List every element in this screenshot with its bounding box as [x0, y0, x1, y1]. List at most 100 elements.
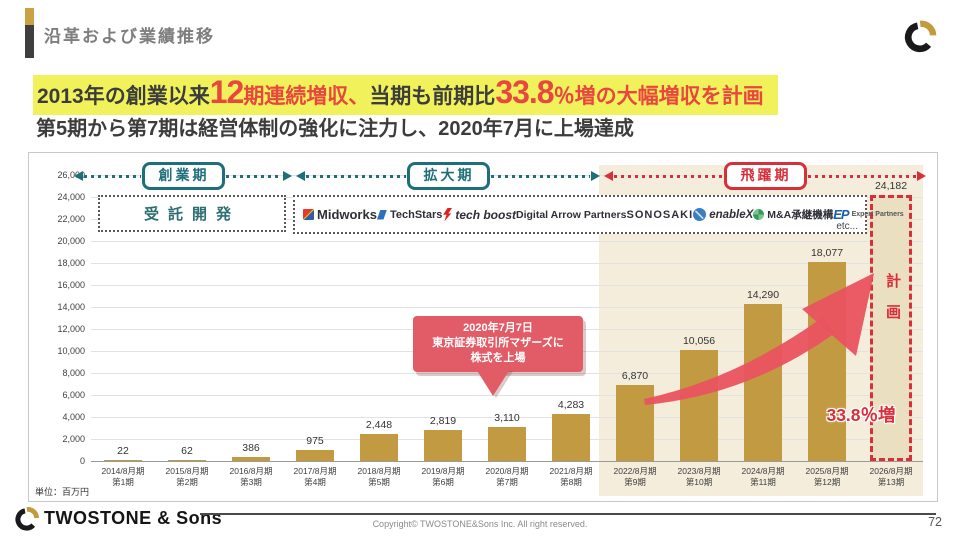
x-axis-term: 第10期	[685, 477, 713, 487]
dotted-line	[614, 174, 723, 178]
service-logo-name: tech boost	[455, 207, 517, 222]
footer-brand-mark-icon	[15, 507, 39, 531]
techstars-icon	[376, 209, 387, 220]
dotted-line	[84, 174, 141, 178]
chart-panel: 創業期 拡大期 飛躍期 受託開発 Midworks TechStars tech b…	[28, 152, 938, 502]
headline-seg6: ％増の大幅増収を計画	[553, 85, 764, 108]
x-axis-term: 第8期	[560, 477, 582, 487]
x-axis-year: 2020/8月期	[485, 466, 529, 476]
bar-2023/8月期	[680, 350, 718, 461]
bar-value-label: 6,870	[621, 370, 649, 383]
period-leap: 飛躍期	[604, 161, 926, 191]
bar-2020/8月期	[488, 426, 526, 461]
gridline	[91, 307, 923, 308]
headline-streak-number: 12	[209, 74, 245, 110]
plan-bar	[870, 194, 912, 461]
service-logo-name: enableX	[709, 208, 754, 221]
service-logo-8: EP Expert Partners	[833, 207, 903, 222]
midworks-icon	[303, 209, 314, 220]
x-axis-label: 2021/8月期 第8期	[538, 466, 604, 488]
y-axis-tick: 4,000	[62, 412, 85, 422]
x-axis-term: 第3期	[240, 477, 262, 487]
x-axis-year: 2018/8月期	[357, 466, 401, 476]
x-axis-year: 2022/8月期	[613, 466, 657, 476]
growth-rate-label: 33.8％増	[826, 405, 896, 425]
x-axis-label: 2022/8月期 第9期	[602, 466, 668, 488]
bar-value-label: 62	[181, 445, 193, 457]
contract-dev-box: 受託開発	[98, 195, 286, 232]
bar-2021/8月期	[552, 413, 590, 461]
arrow-right-icon	[591, 171, 600, 181]
headline-seg1: 2013年の創業以来	[37, 85, 210, 108]
dotted-line	[490, 174, 590, 178]
x-axis-label: 2018/8月期 第5期	[346, 466, 412, 488]
x-axis-term: 第4期	[304, 477, 326, 487]
y-axis-tick: 14,000	[57, 302, 85, 312]
service-logo-6: enableX	[693, 208, 753, 221]
period-expansion-label: 拡大期	[406, 162, 490, 190]
enablex-globe-icon	[693, 208, 707, 221]
x-axis-label: 2024/8月期 第11期	[730, 466, 796, 488]
headline-growth-number: 33.8	[495, 74, 554, 110]
x-axis-term: 第7期	[496, 477, 518, 487]
etc-label: etc...	[836, 221, 858, 232]
plan-label: 計画	[884, 273, 901, 335]
period-leap-label: 飛躍期	[723, 162, 807, 190]
arrow-left-icon	[296, 171, 305, 181]
x-axis-year: 2026/8月期	[869, 466, 913, 476]
y-axis-tick: 12,000	[57, 324, 85, 334]
bar-value-label: 386	[242, 441, 260, 454]
arrow-right-icon	[283, 171, 292, 181]
x-axis-year: 2021/8月期	[549, 466, 593, 476]
y-axis-tick: 22,000	[57, 214, 85, 224]
y-axis-tick: 20,000	[57, 236, 85, 246]
service-logo-name: Expert Partners	[851, 211, 904, 218]
x-axis-term: 第11期	[750, 477, 776, 487]
service-logo-1: Midworks	[303, 207, 377, 222]
x-axis-year: 2016/8月期	[229, 466, 273, 476]
service-logo-name: TechStars	[389, 208, 443, 221]
period-founding: 創業期	[74, 161, 292, 191]
bar-2018/8月期	[360, 434, 398, 461]
x-axis-year: 2014/8月期	[101, 466, 145, 476]
y-axis-tick: 18,000	[57, 258, 85, 268]
x-axis-label: 2019/8月期 第6期	[410, 466, 476, 488]
x-axis-year: 2024/8月期	[741, 466, 785, 476]
service-logo-2: TechStars	[376, 208, 443, 221]
x-axis-label: 2016/8月期 第3期	[218, 466, 284, 488]
x-axis-term: 第9期	[624, 477, 646, 487]
period-expansion: 拡大期	[296, 161, 600, 191]
bar-2024/8月期	[744, 303, 782, 461]
x-axis-term: 第13期	[877, 477, 905, 487]
service-logo-name: Midworks	[317, 207, 377, 222]
page-number: 72	[928, 515, 942, 529]
ep-monogram-icon: EP	[833, 207, 849, 222]
service-logos-box: Midworks TechStars tech boost Digital Arrow…	[293, 195, 904, 234]
y-axis-tick: 16,000	[57, 280, 85, 290]
y-axis-tick: 24,000	[57, 192, 85, 202]
y-axis-tick: 0	[79, 456, 85, 466]
x-axis-year: 2023/8月期	[677, 466, 721, 476]
x-axis-label: 2026/8月期 第13期	[858, 466, 924, 488]
arrow-left-icon	[604, 171, 613, 181]
x-axis-term: 第5期	[368, 477, 390, 487]
service-logo-3: tech boost	[442, 207, 517, 222]
ipo-callout-line2: 東京証券取引所マザーズに	[432, 337, 564, 349]
x-axis-label: 2014/8月期 第1期	[90, 466, 156, 488]
y-axis-tick: 6,000	[62, 390, 85, 400]
footer-divider	[200, 513, 936, 515]
x-axis-year: 2019/8月期	[421, 466, 465, 476]
gridline	[91, 417, 923, 418]
bar-2015/8月期	[168, 460, 206, 461]
service-logo-7: M&A承継機構	[753, 207, 833, 222]
brand-mark-icon	[904, 20, 937, 53]
lightning-icon	[443, 207, 453, 222]
x-axis-term: 第12期	[813, 477, 841, 487]
accent-dark-segment	[25, 25, 34, 58]
bar-value-label: 18,077	[810, 247, 844, 260]
service-logo-name: Digital Arrow Partners	[516, 208, 627, 221]
bar-2025/8月期	[808, 262, 846, 461]
dotted-line	[225, 174, 282, 178]
footer-brand-name: TWOSTONE & Sons	[44, 508, 223, 528]
